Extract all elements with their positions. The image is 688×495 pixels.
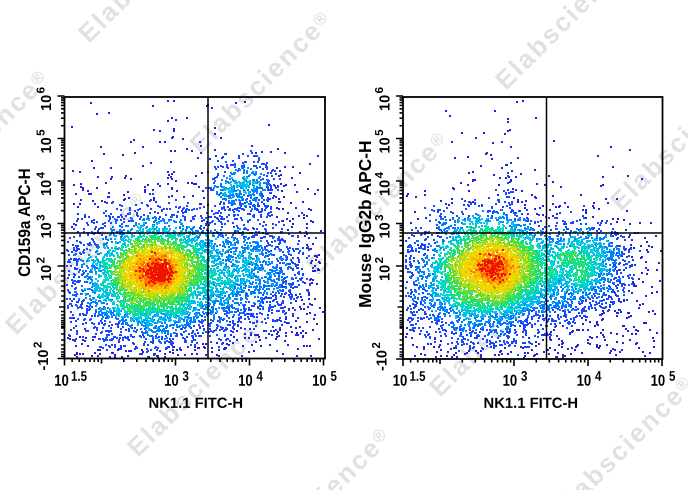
svg-text:10: 10 (54, 373, 69, 390)
svg-text:5: 5 (330, 368, 337, 384)
svg-text:10: 10 (651, 373, 666, 390)
svg-text:10: 10 (577, 373, 592, 390)
svg-text:10: 10 (393, 373, 408, 390)
svg-text:10: 10 (312, 373, 327, 390)
svg-text:3: 3 (182, 368, 189, 384)
svg-text:10: 10 (164, 373, 179, 390)
svg-text:NK1.1 FITC-H: NK1.1 FITC-H (149, 396, 244, 412)
svg-text:1.5: 1.5 (71, 368, 87, 384)
svg-text:10: 10 (238, 373, 253, 390)
svg-text:CD159a APC-H: CD159a APC-H (15, 168, 34, 277)
svg-text:10: 10 (503, 373, 518, 390)
svg-text:1.5: 1.5 (410, 368, 426, 384)
svg-text:NK1.1 FITC-H: NK1.1 FITC-H (484, 396, 579, 412)
svg-text:4: 4 (256, 368, 263, 384)
svg-text:5: 5 (669, 368, 676, 384)
svg-text:4: 4 (595, 368, 602, 384)
svg-text:3: 3 (521, 368, 528, 384)
svg-text:Mouse IgG2b APC-H: Mouse IgG2b APC-H (355, 141, 375, 308)
